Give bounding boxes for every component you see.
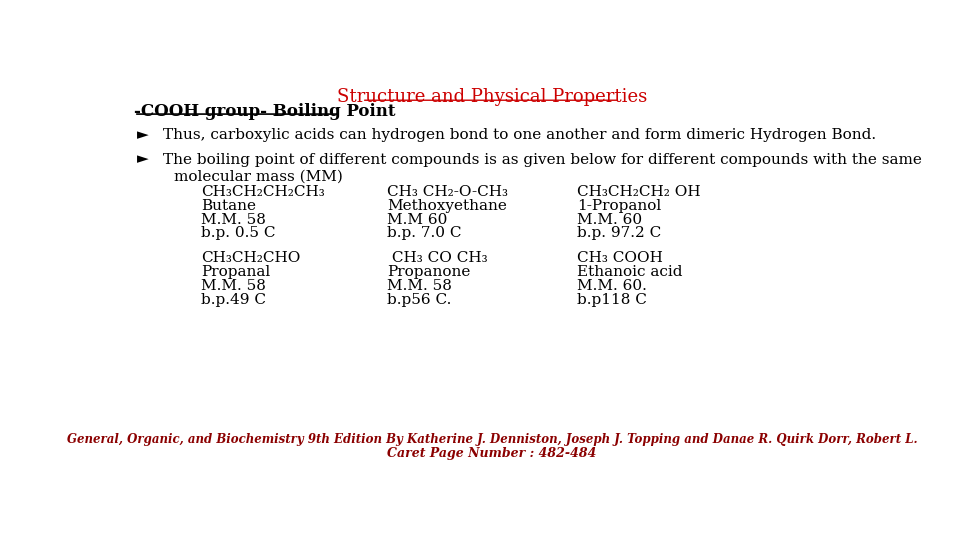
Text: CH₃CH₂CHO: CH₃CH₂CHO (202, 251, 300, 265)
Text: b.p. 7.0 C: b.p. 7.0 C (388, 226, 462, 240)
Text: M.M. 58: M.M. 58 (202, 279, 266, 293)
Text: Caret Page Number : 482-484: Caret Page Number : 482-484 (387, 447, 597, 460)
Text: CH₃CH₂CH₂CH₃: CH₃CH₂CH₂CH₃ (202, 185, 325, 199)
Text: Structure and Physical Properties: Structure and Physical Properties (337, 88, 647, 106)
Text: b.p56 C.: b.p56 C. (388, 293, 452, 307)
Text: CH₃ CH₂-O-CH₃: CH₃ CH₂-O-CH₃ (388, 185, 509, 199)
Text: Butane: Butane (202, 199, 256, 213)
Text: b.p. 0.5 C: b.p. 0.5 C (202, 226, 276, 240)
Text: 1-Propanol: 1-Propanol (577, 199, 661, 213)
Text: M.M 60: M.M 60 (388, 213, 447, 227)
Text: ►: ► (137, 128, 149, 142)
Text: molecular mass (MM): molecular mass (MM) (175, 170, 343, 184)
Text: b.p.49 C: b.p.49 C (202, 293, 266, 307)
Text: CH₃ CO CH₃: CH₃ CO CH₃ (388, 251, 488, 265)
Text: Propanal: Propanal (202, 265, 271, 279)
Text: M.M. 60.: M.M. 60. (577, 279, 647, 293)
Text: Thus, carboxylic acids can hydrogen bond to one another and form dimeric Hydroge: Thus, carboxylic acids can hydrogen bond… (162, 128, 876, 142)
Text: b.p118 C: b.p118 C (577, 293, 647, 307)
Text: M.M. 60: M.M. 60 (577, 213, 642, 227)
Text: M.M. 58: M.M. 58 (388, 279, 452, 293)
Text: M.M. 58: M.M. 58 (202, 213, 266, 227)
Text: Ethanoic acid: Ethanoic acid (577, 265, 683, 279)
Text: CH₃ COOH: CH₃ COOH (577, 251, 663, 265)
Text: ►: ► (137, 153, 149, 166)
Text: General, Organic, and Biochemistry 9th Edition By Katherine J. Denniston, Joseph: General, Organic, and Biochemistry 9th E… (66, 433, 918, 446)
Text: Propanone: Propanone (388, 265, 470, 279)
Text: b.p. 97.2 C: b.p. 97.2 C (577, 226, 661, 240)
Text: Methoxyethane: Methoxyethane (388, 199, 507, 213)
Text: -COOH group- Boiling Point: -COOH group- Boiling Point (134, 103, 396, 120)
Text: CH₃CH₂CH₂ OH: CH₃CH₂CH₂ OH (577, 185, 701, 199)
Text: The boiling point of different compounds is as given below for different compoun: The boiling point of different compounds… (162, 153, 922, 166)
